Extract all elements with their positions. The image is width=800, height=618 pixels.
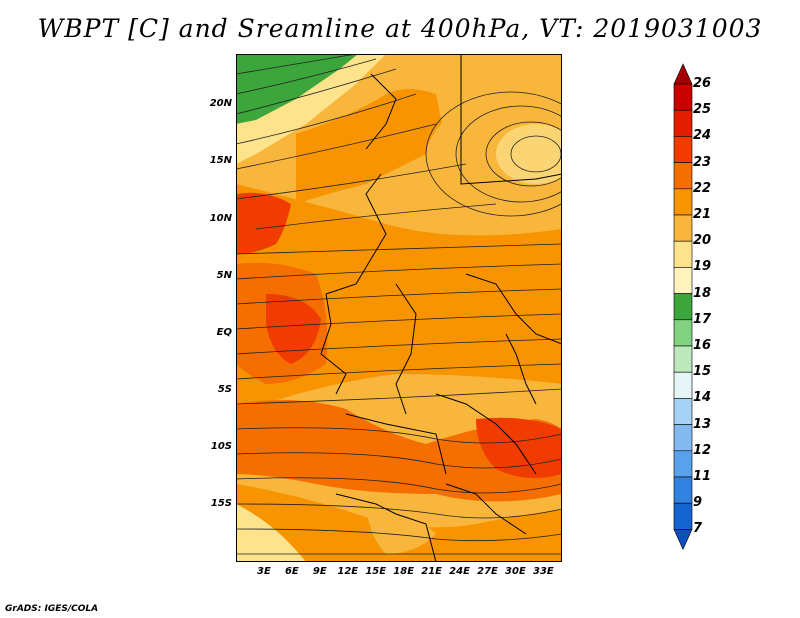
colorbar-tick-label: 9 [693, 495, 703, 511]
colorbar-segment [673, 398, 693, 425]
lat-tick-label: 15N [209, 155, 232, 167]
colorbar-segment [673, 109, 693, 137]
colorbar-tick-label: 16 [693, 338, 712, 353]
wbpt-vortex-core [496, 124, 562, 184]
lat-tick-label: 10S [210, 440, 232, 452]
colorbar-bottom-arrow [673, 529, 693, 551]
colorbar-tick-label: 11 [693, 469, 712, 484]
colorbar-segment [673, 450, 693, 478]
wbpt-orange-south [236, 484, 562, 562]
colorbar-segment [673, 502, 693, 530]
wbpt-light-yellow-band [236, 54, 386, 164]
lon-tick-label: 12E [337, 566, 359, 577]
colorbar-segment [673, 476, 693, 504]
colorbar-tick-label: 24 [693, 128, 712, 144]
lat-tick-label: 5S [217, 383, 232, 395]
wbpt-hot-west-north [236, 192, 291, 254]
map-title: WBPT [C] and Sreamline at 400hPa, VT: 20… [37, 14, 763, 43]
wbpt-light-south-patch [366, 494, 436, 554]
colorbar-tick-label: 18 [693, 285, 712, 301]
lon-tick-label: 27E [477, 566, 498, 577]
streamlines [236, 54, 562, 555]
colorbar-tick-label: 13 [693, 416, 712, 432]
colorbar-tick-label: 23 [693, 154, 712, 170]
colorbar-segment [673, 240, 693, 268]
country-borders [320, 54, 562, 562]
colorbar-tick-label: 26 [693, 76, 712, 91]
lon-tick-label: 33E [532, 566, 554, 577]
colorbar [673, 63, 693, 551]
wbpt-hot-west-core [266, 294, 321, 364]
lat-tick-label: EQ [216, 326, 232, 338]
lon-tick-label: 18E [393, 566, 415, 577]
colorbar-segment [673, 345, 693, 373]
lon-tick-label: 6E [284, 566, 299, 577]
wbpt-orange-north [296, 89, 446, 204]
lon-tick-label: 30E [505, 566, 526, 577]
colorbar-segment [673, 214, 693, 242]
lat-tick-label: 5N [216, 269, 232, 281]
map-panel [236, 54, 562, 562]
colorbar-tick-label: 21 [693, 207, 712, 222]
colorbar-segment [673, 293, 693, 321]
colorbar-segment [673, 162, 693, 190]
map-frame [236, 54, 562, 562]
colorbar-segment [673, 319, 693, 347]
colorbar-segment [673, 136, 693, 163]
colorbar-tick-label: 14 [693, 390, 712, 406]
colorbar-top-arrow [673, 63, 693, 85]
lon-tick-label: 15E [365, 566, 387, 577]
lat-tick-label: 15S [210, 497, 232, 509]
lat-tick-label: 20N [209, 98, 232, 110]
colorbar-segment [673, 267, 693, 294]
colorbar-tick-label: 15 [693, 364, 712, 380]
wbpt-hot-south [236, 400, 562, 502]
lon-tick-label: 9E [312, 566, 327, 577]
colorbar-tick-label: 22 [693, 180, 712, 196]
colorbar-segment [673, 424, 693, 452]
colorbar-segment [673, 83, 693, 111]
colorbar-tick-label: 19 [693, 259, 712, 275]
lon-tick-label: 24E [449, 566, 470, 577]
colorbar-segment [673, 371, 693, 399]
wbpt-light-southwest [236, 504, 306, 562]
lon-tick-label: 21E [421, 566, 442, 577]
lon-tick-label: 3E [257, 566, 271, 577]
colorbar-tick-label: 17 [693, 311, 712, 327]
credit-text: GrADS: IGES/COLA [5, 604, 99, 614]
colorbar-segment [673, 188, 693, 216]
wbpt-field-map [236, 54, 562, 562]
colorbar-tick-label: 25 [693, 102, 712, 118]
lat-tick-label: 10N [209, 212, 232, 224]
colorbar-tick-label: 12 [693, 442, 712, 458]
colorbar-tick-label: 7 [693, 521, 703, 537]
colorbar-tick-label: 20 [693, 233, 712, 249]
